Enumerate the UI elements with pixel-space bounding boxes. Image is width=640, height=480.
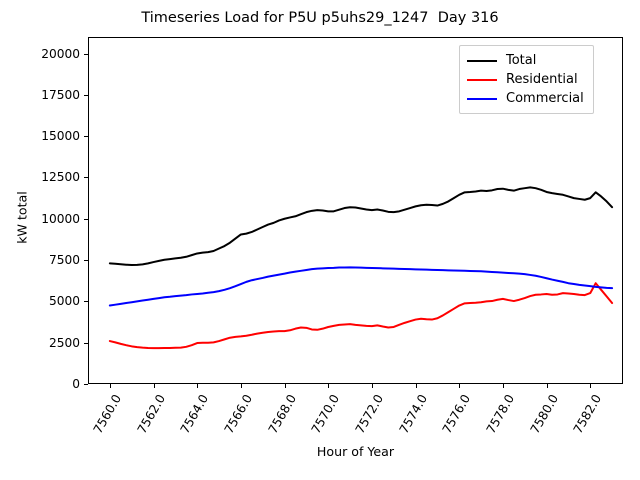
x-tick-mark [415, 384, 417, 388]
x-tick-label: 7576.0 [439, 392, 474, 436]
legend-color-swatch [467, 59, 497, 62]
y-tick-label: 7500 [48, 253, 80, 268]
y-tick-mark [84, 384, 88, 385]
x-tick-mark [328, 384, 330, 388]
y-tick-mark [84, 301, 88, 303]
y-axis-tick-labels: 0 2500 5000 7500 10000 12500 15000 17500 20000 [0, 0, 80, 480]
y-tick-label: 20000 [41, 46, 80, 61]
x-tick-label: 7560.0 [90, 392, 124, 436]
y-tick-label: 2500 [48, 335, 80, 350]
legend-color-swatch [467, 97, 497, 100]
plot-lines [108, 186, 614, 350]
series-line-commercial [108, 266, 614, 307]
legend-label: Commercial [506, 91, 584, 106]
legend-label: Total [506, 53, 537, 68]
y-tick-label: 15000 [41, 129, 80, 144]
x-tick-mark [590, 384, 592, 388]
x-tick-label: 7580.0 [527, 392, 561, 436]
x-tick-mark [240, 384, 242, 388]
x-tick-label: 7566.0 [221, 392, 255, 436]
y-tick-label: 0 [72, 377, 80, 391]
x-tick-label: 7562.0 [134, 392, 168, 436]
x-tick-mark [284, 384, 286, 388]
series-line-residential [108, 282, 614, 350]
x-tick-mark [153, 384, 155, 388]
x-tick-label: 7578.0 [483, 392, 518, 436]
y-tick-label: 12500 [41, 170, 80, 185]
series-line-total [108, 186, 614, 267]
legend-item: Residential [467, 70, 584, 89]
x-tick-mark [502, 384, 504, 388]
x-tick-label: 7568.0 [265, 392, 299, 436]
y-tick-mark [84, 218, 88, 220]
y-tick-mark [84, 260, 88, 262]
x-tick-mark [371, 384, 373, 388]
x-tick-label: 7570.0 [308, 392, 343, 436]
y-tick-mark [84, 342, 88, 344]
legend-item: Total [467, 51, 584, 70]
legend-label: Residential [506, 72, 578, 87]
y-tick-label: 5000 [48, 294, 80, 309]
x-tick-label: 7574.0 [396, 392, 430, 436]
legend-color-swatch [467, 78, 497, 81]
x-tick-label: 7572.0 [352, 392, 386, 436]
legend-item: Commercial [467, 89, 584, 108]
x-tick-mark [109, 384, 111, 388]
y-tick-mark [84, 94, 88, 96]
y-tick-mark [84, 53, 88, 55]
y-tick-mark [84, 177, 88, 179]
x-tick-mark [459, 384, 461, 388]
y-tick-mark [84, 136, 88, 138]
y-axis-label: kW total [14, 191, 30, 244]
x-tick-label: 7564.0 [177, 392, 212, 436]
x-tick-mark [197, 384, 199, 388]
chart-legend: Total Residential Commercial [459, 45, 594, 114]
x-tick-label: 7582.0 [570, 392, 605, 436]
x-axis-label: Hour of Year [316, 444, 395, 459]
y-tick-label: 17500 [41, 87, 80, 102]
chart-title: Timeseries Load for P5U p5uhs29_1247 Day… [141, 10, 499, 26]
y-tick-label: 10000 [41, 211, 80, 226]
x-tick-mark [546, 384, 548, 388]
